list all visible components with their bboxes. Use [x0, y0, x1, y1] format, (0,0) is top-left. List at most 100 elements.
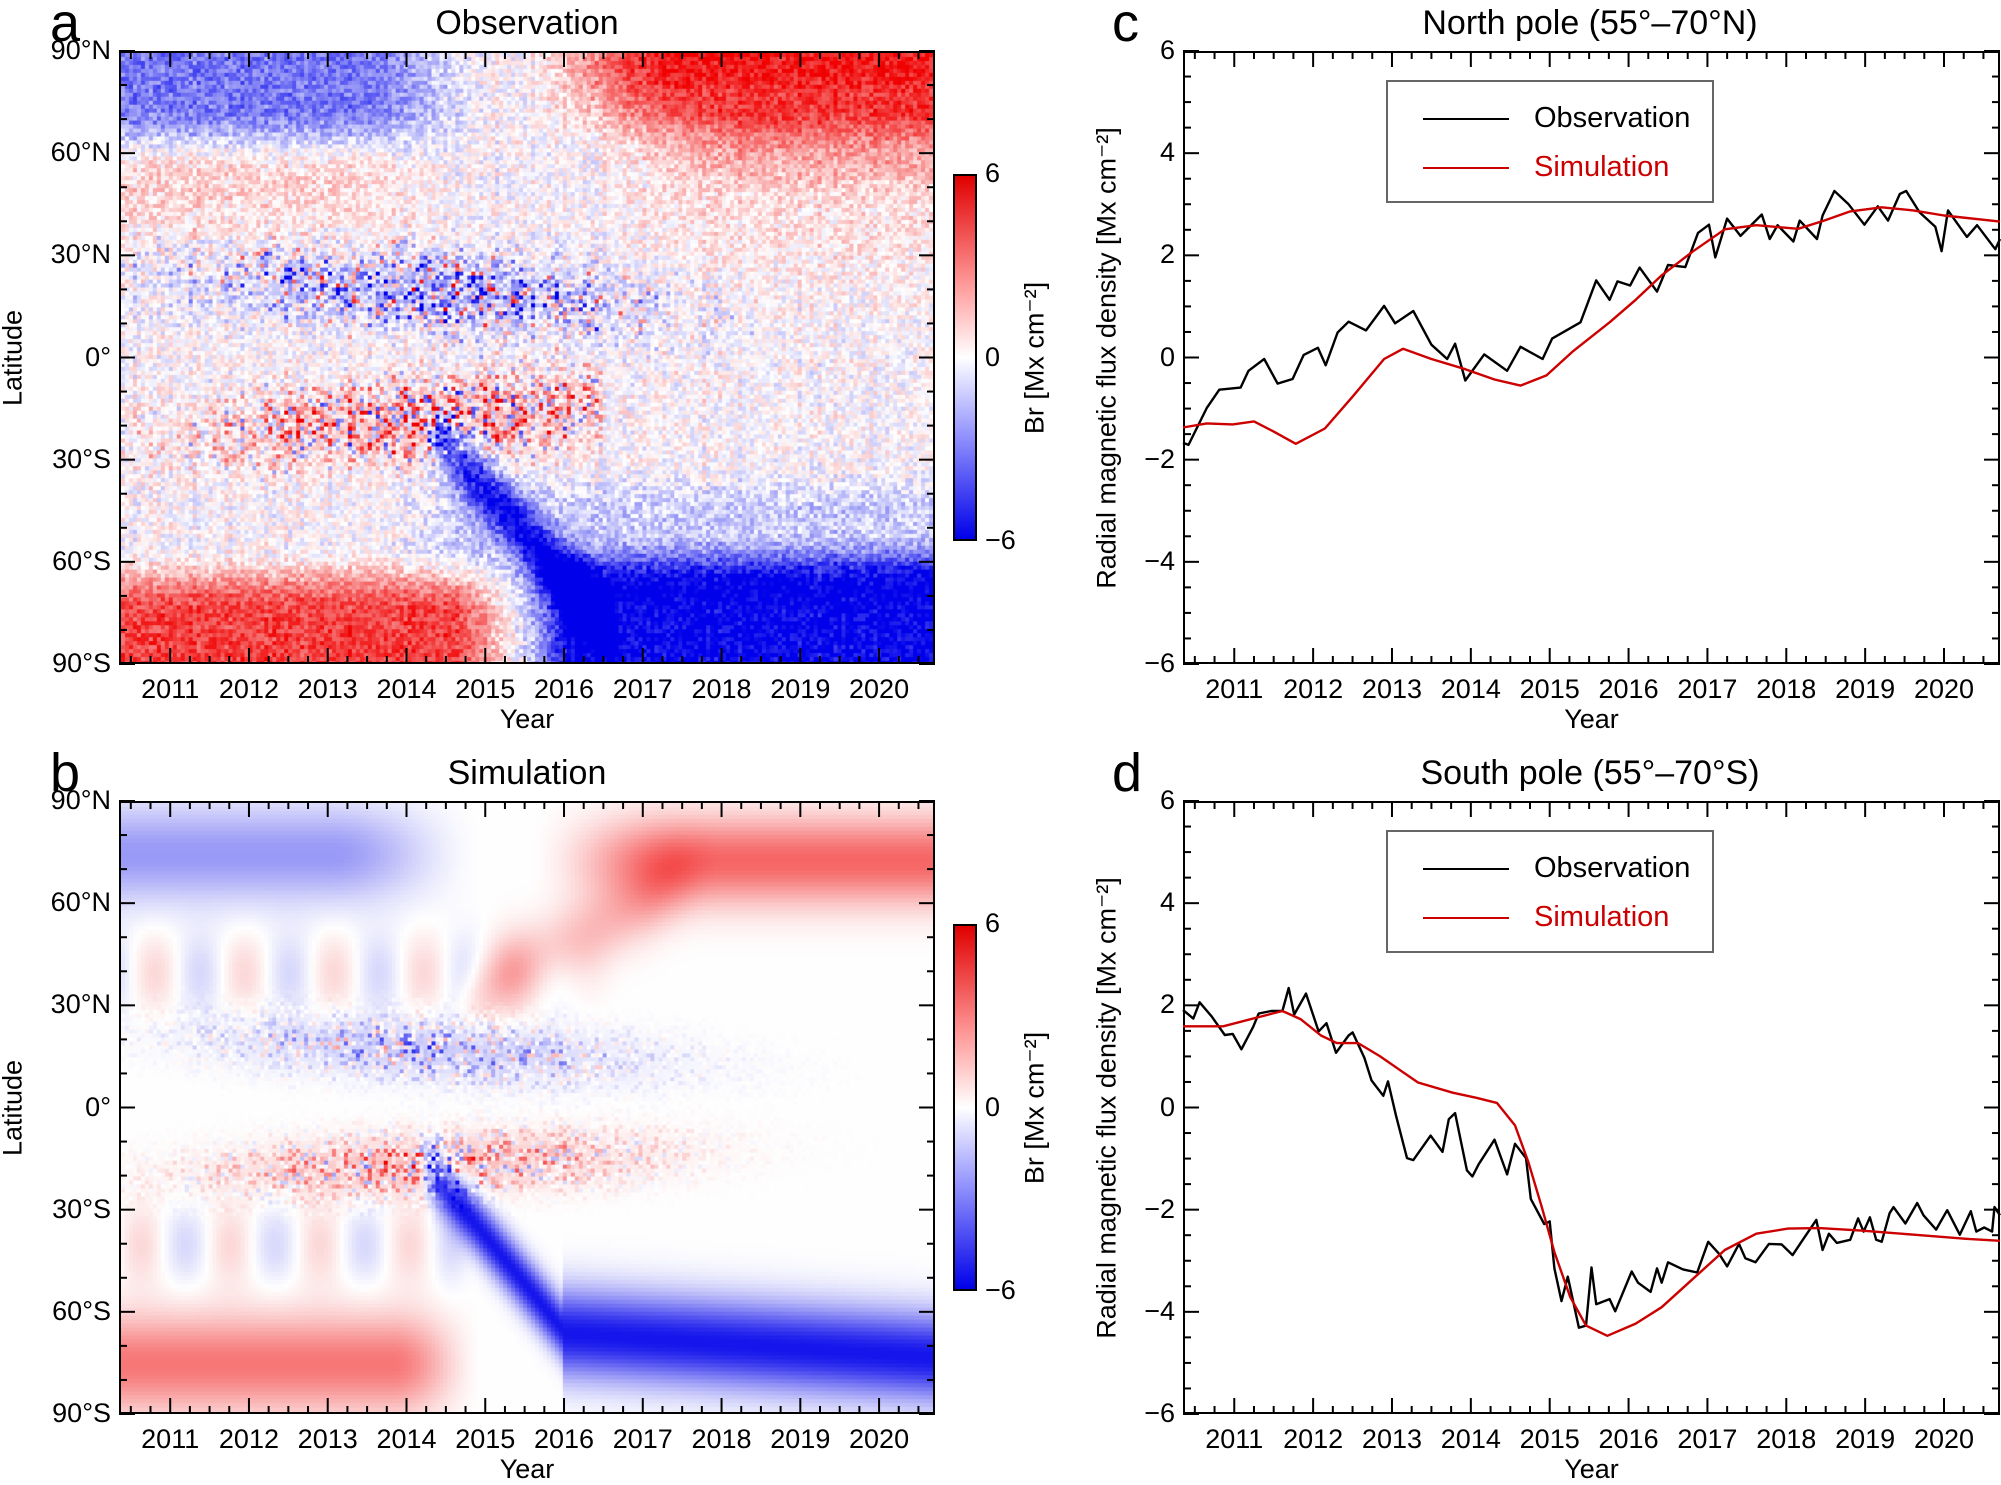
colorbar-b	[953, 924, 977, 1291]
x-tick-label: 2011	[141, 1424, 200, 1454]
panel-letter-b: b	[50, 743, 81, 803]
x-tick-label: 2015	[1519, 1424, 1580, 1454]
legend-swatch-observation	[1423, 868, 1509, 870]
x-axis-label: Year	[499, 1454, 555, 1484]
y-tick-label: 2	[1159, 989, 1175, 1020]
colorbar-tick-label: 0	[985, 1091, 1001, 1122]
y-tick-label: 90°N	[50, 785, 111, 815]
panel-letter-a: a	[50, 0, 81, 53]
colorbar-label: Br [Mx cm⁻²]	[1019, 281, 1050, 434]
y-tick-label: 30°S	[52, 443, 111, 474]
y-tick-label: −4	[1144, 545, 1175, 576]
x-axis-label: Year	[1564, 1454, 1619, 1484]
x-tick-label: 2011	[1205, 674, 1264, 704]
x-tick-label: 2019	[1835, 1424, 1896, 1454]
y-tick-label: 0	[1159, 341, 1175, 372]
y-tick-label: 0°	[85, 341, 111, 372]
panel-letter-d: d	[1112, 743, 1143, 803]
x-tick-label: 2020	[849, 674, 910, 704]
y-tick-label: 60°N	[50, 887, 111, 918]
y-tick-label: 90°S	[52, 1398, 111, 1428]
simulation-heatmap	[119, 801, 935, 1414]
axes-c	[1182, 50, 2001, 665]
simulation-heatmap-image	[121, 803, 933, 1412]
y-tick-label: 6	[1159, 785, 1175, 815]
colorbar-tick-label: −6	[985, 1275, 1016, 1305]
y-tick-label: 60°S	[52, 1295, 111, 1326]
y-tick-label: −2	[1144, 1193, 1175, 1224]
legend-swatch-simulation	[1423, 167, 1509, 169]
legend-label-simulation: Simulation	[1534, 151, 1670, 183]
x-tick-label: 2012	[1283, 1424, 1344, 1454]
y-tick-label: 90°S	[52, 648, 111, 678]
x-tick-label: 2016	[533, 1424, 595, 1454]
y-tick-label: −6	[1144, 648, 1175, 678]
x-tick-label: 2020	[1913, 674, 1975, 704]
x-tick-label: 2013	[297, 1424, 358, 1454]
y-tick-label: −2	[1144, 443, 1175, 474]
simulation-line	[1183, 1009, 2001, 1337]
panel-letter-c: c	[1112, 0, 1139, 53]
simulation-line	[1182, 206, 2001, 445]
colorbar-tick-label: 0	[985, 341, 1001, 372]
x-tick-label: 2019	[770, 1424, 831, 1454]
x-tick-label: 2017	[612, 674, 673, 704]
x-tick-label: 2013	[1361, 674, 1423, 704]
legend: Observation Simulation	[1386, 830, 1714, 953]
x-tick-label: 2019	[770, 674, 831, 704]
x-tick-label: 2016	[1598, 1424, 1659, 1454]
legend-label-simulation: Simulation	[1534, 901, 1670, 933]
x-tick-label: 2015	[1519, 674, 1580, 704]
y-tick-label: 4	[1159, 137, 1175, 168]
observation-line	[1182, 189, 2001, 447]
x-tick-label: 2012	[218, 1424, 279, 1454]
x-tick-label: 2016	[1598, 674, 1659, 704]
legend-label-observation: Observation	[1534, 102, 1691, 134]
x-tick-label: 2014	[1440, 1424, 1501, 1454]
colorbar-a	[953, 174, 977, 541]
observation-line	[1182, 986, 2001, 1329]
y-tick-label: 2	[1159, 239, 1175, 270]
y-axis-label: Radial magnetic flux density [Mx cm⁻²]	[1091, 876, 1122, 1339]
x-tick-label: 2018	[691, 674, 752, 704]
x-tick-label: 2014	[1440, 674, 1501, 704]
colorbar-label: Br [Mx cm⁻²]	[1019, 1031, 1050, 1184]
x-tick-label: 2011	[141, 674, 200, 704]
colorbar-tick-label: 6	[985, 158, 1001, 188]
y-axis-label: Radial magnetic flux density [Mx cm⁻²]	[1091, 126, 1122, 589]
axes-a	[119, 50, 935, 665]
colorbar-tick-label: −6	[985, 525, 1016, 555]
x-tick-label: 2013	[1361, 1424, 1423, 1454]
y-tick-label: 6	[1159, 35, 1175, 65]
legend-label-observation: Observation	[1534, 852, 1691, 884]
y-axis-label: Latitude	[0, 309, 28, 406]
x-tick-label: 2020	[849, 1424, 910, 1454]
y-tick-label: 0	[1159, 1091, 1175, 1122]
colorbar-tick-label: 6	[985, 908, 1001, 938]
x-tick-label: 2012	[1283, 674, 1344, 704]
x-tick-label: 2017	[612, 1424, 673, 1454]
y-tick-label: 30°N	[50, 239, 111, 270]
x-tick-label: 2019	[1835, 674, 1896, 704]
x-tick-label: 2012	[218, 674, 279, 704]
x-tick-label: 2015	[455, 1424, 516, 1454]
y-tick-label: 90°N	[50, 35, 111, 65]
axes-d	[1182, 800, 2001, 1415]
x-tick-label: 2020	[1913, 1424, 1975, 1454]
observation-heatmap-image	[121, 53, 933, 662]
axes-b	[119, 800, 935, 1415]
y-tick-label: 60°N	[50, 137, 111, 168]
x-tick-label: 2018	[691, 1424, 752, 1454]
x-tick-label: 2014	[376, 1424, 437, 1454]
x-tick-label: 2017	[1677, 1424, 1738, 1454]
legend-swatch-observation	[1423, 118, 1509, 120]
y-tick-label: 0°	[85, 1091, 111, 1122]
panel-title-b: Simulation	[447, 754, 607, 792]
panel-title-c: North pole (55°–70°N)	[1422, 4, 1758, 42]
x-tick-label: 2018	[1756, 674, 1817, 704]
panel-title-d: South pole (55°–70°S)	[1420, 754, 1760, 792]
y-tick-label: 60°S	[52, 545, 111, 576]
legend-swatch-simulation	[1423, 917, 1509, 919]
y-tick-label: 30°S	[52, 1193, 111, 1224]
y-axis-label: Latitude	[0, 1059, 28, 1156]
